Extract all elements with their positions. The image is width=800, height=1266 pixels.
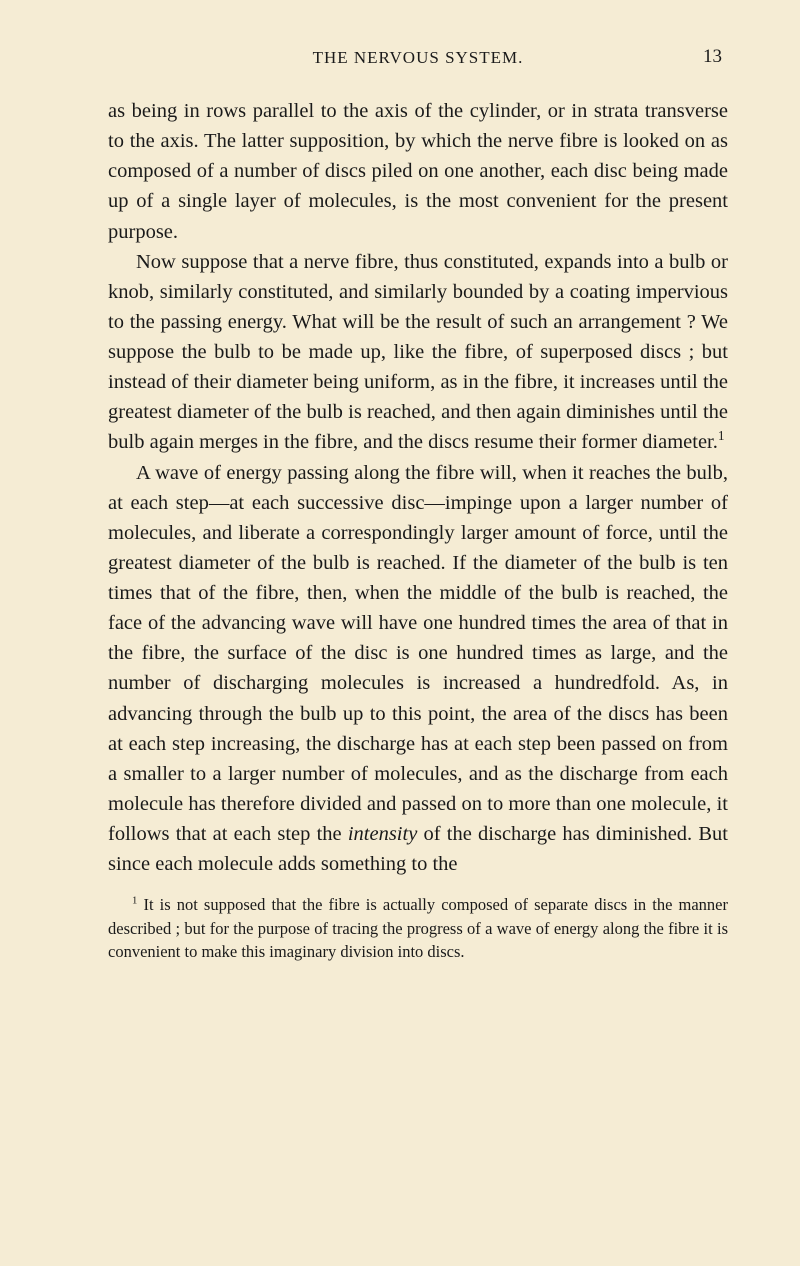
paragraph-2: Now suppose that a nerve fibre, thus con…: [108, 247, 728, 458]
body-text: as being in rows parallel to the axis of…: [108, 96, 728, 879]
paragraph-3: A wave of energy passing along the fibre…: [108, 458, 728, 880]
page-number: 13: [703, 46, 722, 68]
footnote-text: It is not supposed that the fibre is act…: [108, 895, 728, 961]
paragraph-3-part1: A wave of energy passing along the fibre…: [108, 462, 728, 846]
footnote-ref-1: 1: [718, 429, 725, 444]
running-title: THE NERVOUS SYSTEM.: [116, 48, 720, 68]
paragraph-1: as being in rows parallel to the axis of…: [108, 96, 728, 247]
paragraph-2-text: Now suppose that a nerve fibre, thus con…: [108, 251, 728, 454]
page-header: THE NERVOUS SYSTEM. 13: [108, 48, 728, 68]
paragraph-3-italic: intensity: [348, 823, 417, 845]
footnote-1: 1 It is not supposed that the fibre is a…: [108, 893, 728, 963]
